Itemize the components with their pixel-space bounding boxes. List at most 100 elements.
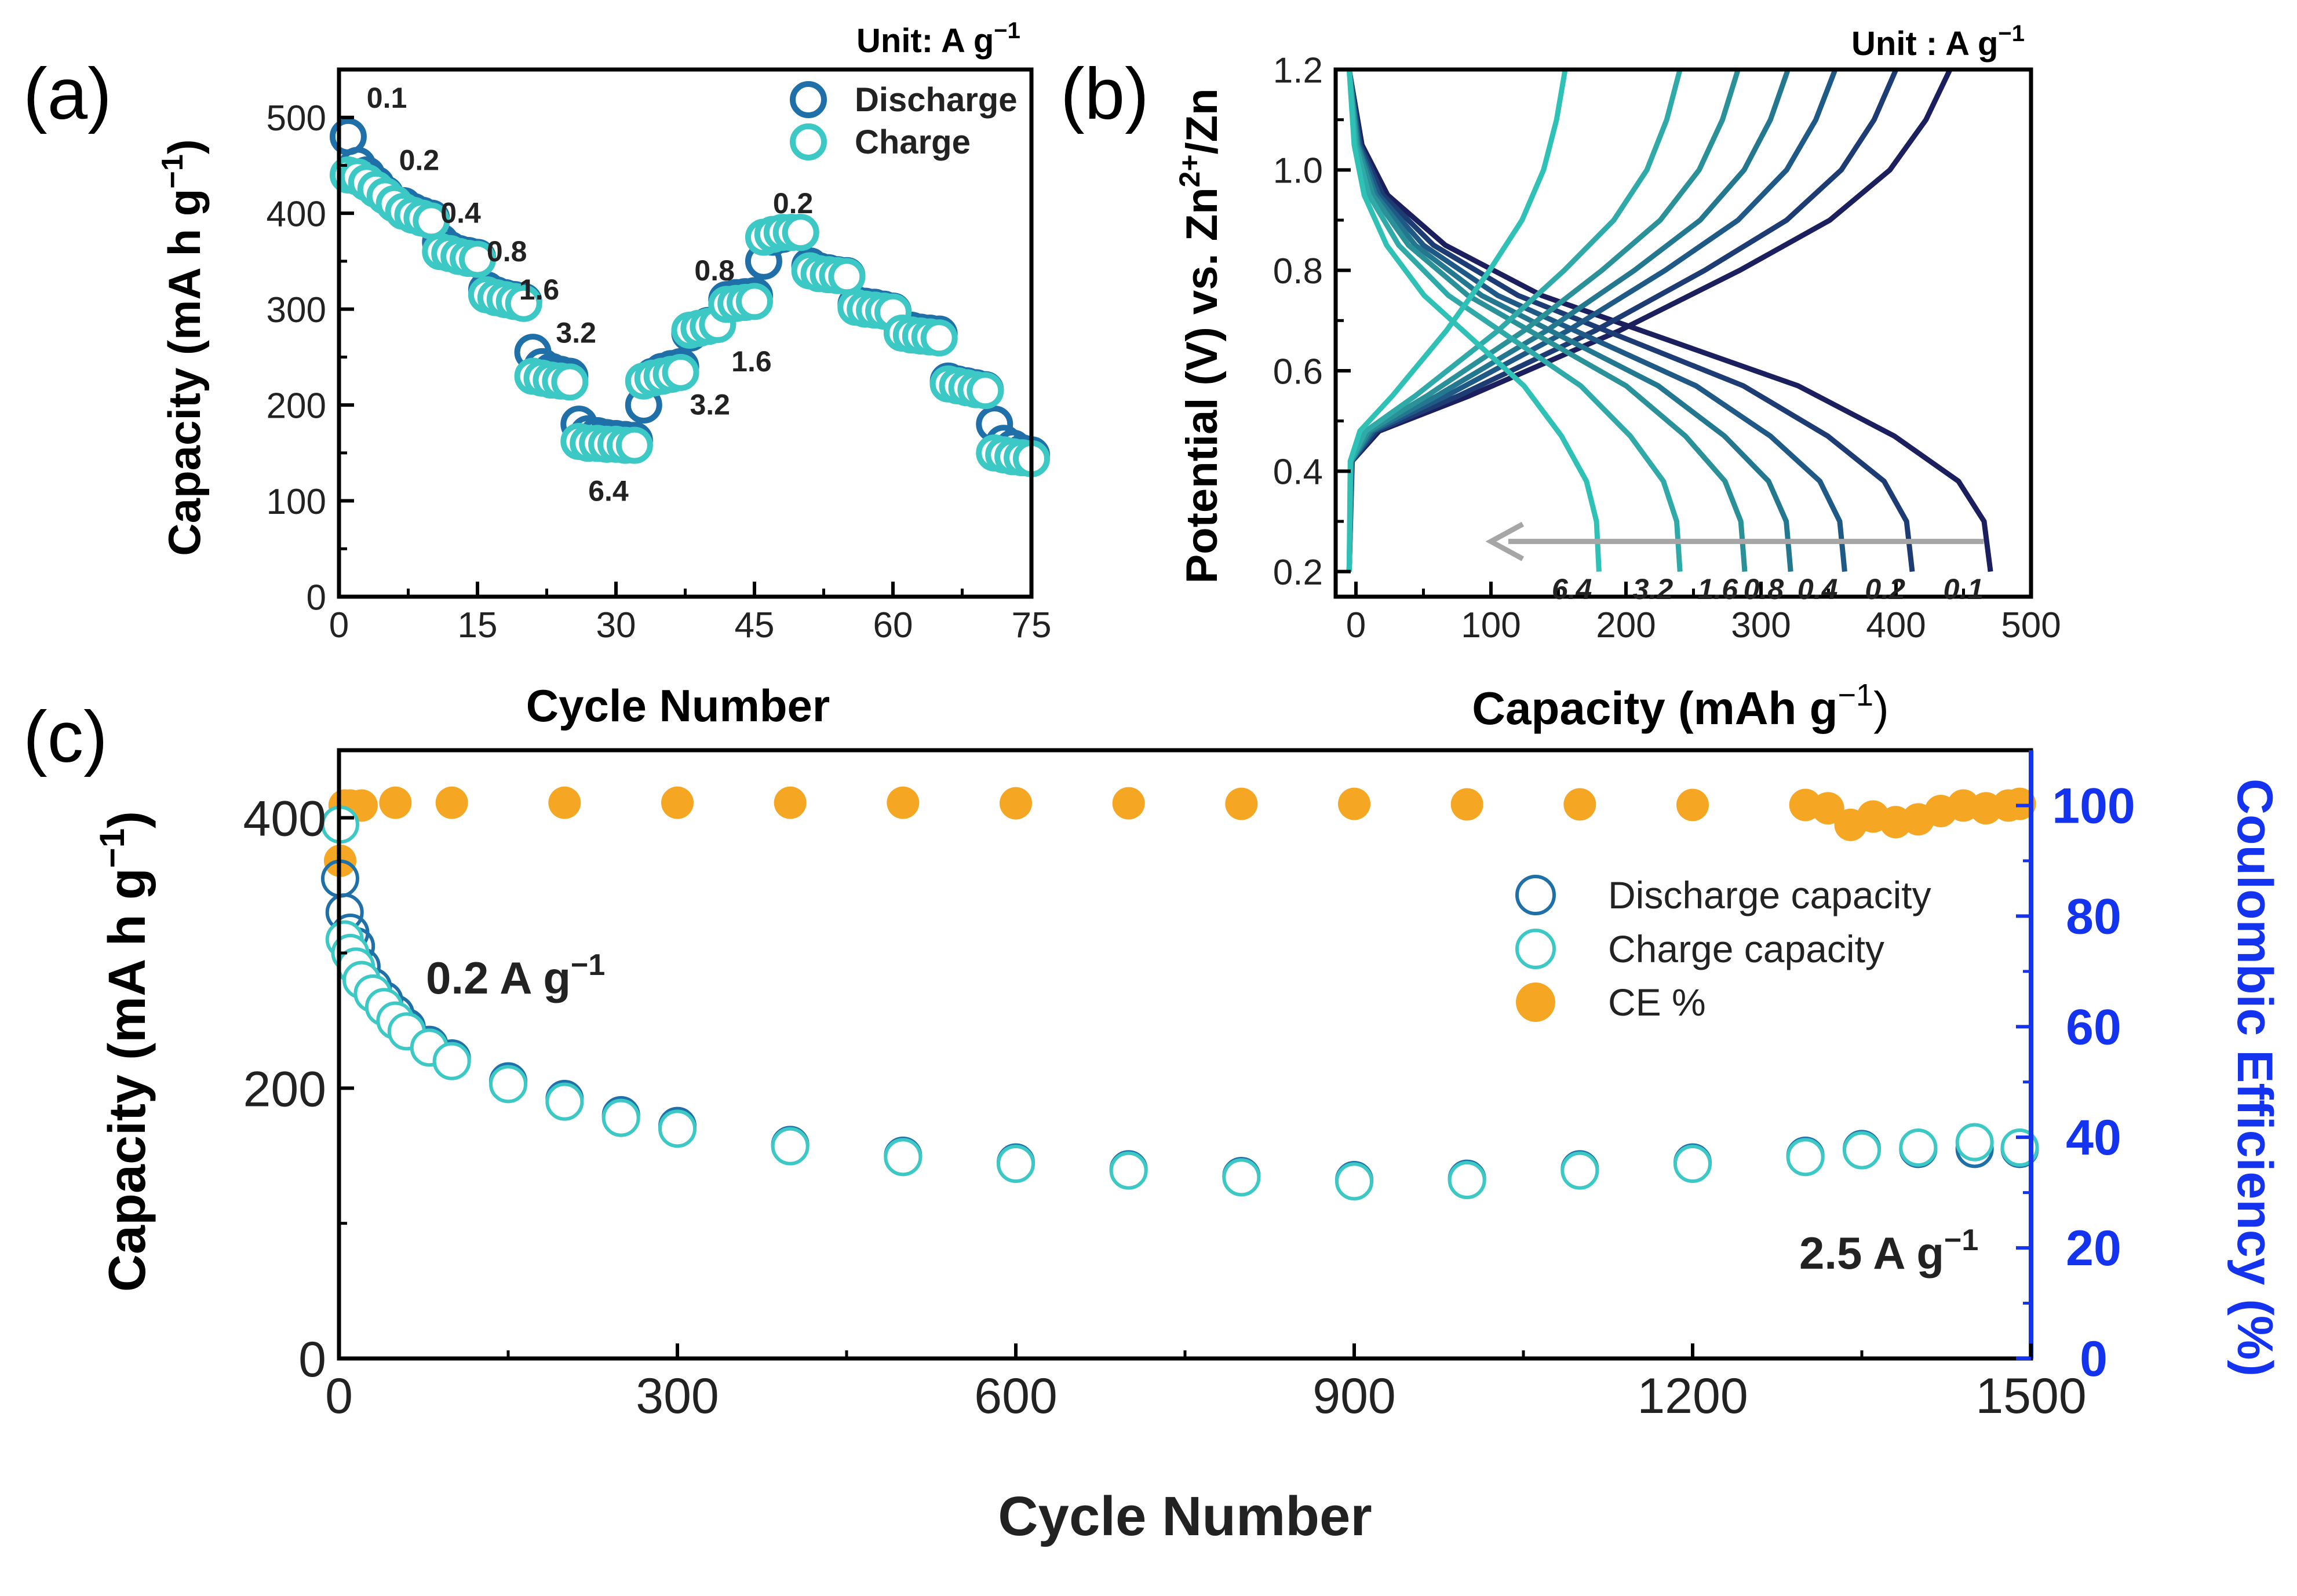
c-ce-point: [548, 786, 581, 819]
a-rate-label: 6.4: [588, 475, 629, 507]
a-y-tick-label: 0: [307, 578, 326, 618]
c-y2-tick-label: 60: [2066, 999, 2121, 1055]
c-ce-point: [1676, 788, 1709, 821]
b-x-tick-label: 400: [1866, 605, 1926, 645]
c-charge-point: [432, 1042, 471, 1080]
a-y-tick-label: 400: [267, 195, 326, 235]
panel-label-c: (c): [23, 697, 108, 777]
a-rate-label: 1.6: [731, 345, 772, 378]
c-ce-point: [1338, 787, 1370, 820]
c-charge-point: [997, 1145, 1035, 1183]
b-plot-frame: [1333, 67, 2033, 599]
a-x-tick-label: 75: [1012, 605, 1052, 645]
a-y-axis-label: Capacity (mA h g−1): [156, 139, 210, 556]
b-y-tick-label: 1.2: [1273, 50, 1323, 90]
b-x-tick-label: 200: [1596, 605, 1656, 645]
a-y-tick-label: 100: [267, 482, 326, 522]
b-discharge-curve-0.8: [1346, 69, 1793, 572]
c-x-tick-label: 1500: [1975, 1368, 2086, 1424]
a-data-points: [329, 118, 1050, 477]
c-legend-discharge-marker: [1515, 875, 1556, 915]
c-legend-charge-marker: [1515, 929, 1556, 969]
b-rate-label: 0.1: [1944, 573, 1984, 605]
b-charge-curve-6.4: [1346, 69, 1568, 572]
a-y-tick-label: 200: [267, 386, 326, 426]
a-x-tick-label: 30: [596, 605, 636, 645]
b-y-tick-label: 0.8: [1273, 251, 1323, 291]
c-charge-point: [1222, 1158, 1261, 1197]
b-y-tick-label: 0.4: [1273, 452, 1323, 492]
c-y-tick-label: 200: [243, 1061, 327, 1117]
a-legend-charge-marker: [790, 123, 827, 160]
c-ce-point: [1112, 787, 1145, 820]
c-charge-point: [884, 1138, 923, 1177]
c-annotation-top: 0.2 A g−1: [426, 948, 605, 1003]
a-charge-point: [828, 258, 866, 295]
b-rate-label: 0.2: [1865, 573, 1905, 605]
b-arrow-head: [1485, 521, 1525, 561]
c-legend-ce-label: CE %: [1608, 981, 1706, 1024]
panel-label-a: (a): [23, 54, 112, 134]
b-discharge-curve-6.4: [1346, 69, 1602, 572]
b-x-tick-label: 0: [1346, 605, 1366, 645]
b-rate-label: 0.8: [1744, 573, 1784, 605]
c-charge-point: [601, 1098, 640, 1137]
a-rate-label: 3.2: [690, 389, 730, 421]
c-charge-point: [1955, 1123, 1994, 1162]
b-charge-curve-1.6: [1346, 68, 1741, 572]
c-plot-frame: [337, 748, 2033, 1361]
b-ticks: 0 100 200 300 400 500 0.2 0.4 0.6 0.8 1.0 1.2: [1273, 50, 2061, 645]
c-charge-point: [1335, 1162, 1373, 1201]
c-ce-point: [1811, 792, 1844, 825]
b-discharge-curve-3.2: [1346, 69, 1683, 572]
c-ce-point: [435, 786, 468, 819]
b-discharge-curve-1.6: [1346, 69, 1748, 572]
a-legend: Discharge Charge: [790, 81, 1017, 161]
c-x-tick-label: 300: [636, 1368, 719, 1424]
c-data-points: [320, 786, 2039, 1201]
c-ce-point: [887, 786, 920, 819]
a-rate-label: 0.2: [773, 187, 814, 220]
b-charge-curve-0.2: [1346, 68, 1899, 572]
b-charge-curve-3.2: [1346, 68, 1683, 572]
a-rate-label: 0.1: [367, 82, 407, 114]
a-x-tick-label: 15: [458, 605, 498, 645]
a-legend-discharge-marker: [790, 81, 827, 118]
b-rate-label: 0.4: [1798, 573, 1838, 605]
b-discharge-curve-0.2: [1346, 69, 1915, 572]
c-y2-tick-label: 0: [2080, 1331, 2108, 1387]
a-charge-point: [505, 284, 542, 322]
c-ce-point: [774, 786, 807, 819]
c-charge-point: [658, 1109, 697, 1148]
c-annotation-bottom: 2.5 A g−1: [1799, 1224, 1978, 1279]
c-legend: Discharge capacity Charge capacity CE %: [1515, 874, 1931, 1024]
a-x-tick-label: 45: [735, 605, 775, 645]
a-x-tick-label: 0: [329, 605, 349, 645]
c-legend-charge-label: Charge capacity: [1608, 927, 1884, 970]
a-rate-label: 1.6: [519, 273, 560, 306]
c-y2-axis-label: Coulombic Efficiency (%): [2227, 779, 2283, 1376]
b-y-axis-label: Potential (V) vs. Zn2+/Zn: [1173, 88, 1227, 583]
a-rate-label: 3.2: [556, 317, 596, 349]
c-charge-point: [1843, 1131, 1881, 1170]
a-rate-label: 0.2: [399, 144, 440, 177]
a-legend-charge-label: Charge: [855, 123, 971, 161]
a-charge-point: [967, 372, 1004, 410]
c-x-axis-label: Cycle Number: [998, 1485, 1372, 1547]
a-y-tick-label: 500: [267, 98, 326, 138]
a-charge-point: [459, 240, 496, 278]
b-discharge-curve-0.4: [1346, 69, 1847, 572]
a-charge-point: [782, 214, 819, 251]
c-y2-tick-label: 100: [2052, 778, 2135, 834]
c-ce-point: [661, 786, 694, 819]
c-charge-point: [1560, 1151, 1599, 1190]
b-rate-label: 6.4: [1552, 573, 1592, 605]
c-charge-point: [1673, 1145, 1712, 1183]
b-y-tick-label: 1.0: [1273, 151, 1323, 191]
c-x-tick-label: 0: [325, 1368, 353, 1424]
a-ticks: 0 15 30 45 60 75 0 100 200 300 400 500: [267, 98, 1052, 645]
